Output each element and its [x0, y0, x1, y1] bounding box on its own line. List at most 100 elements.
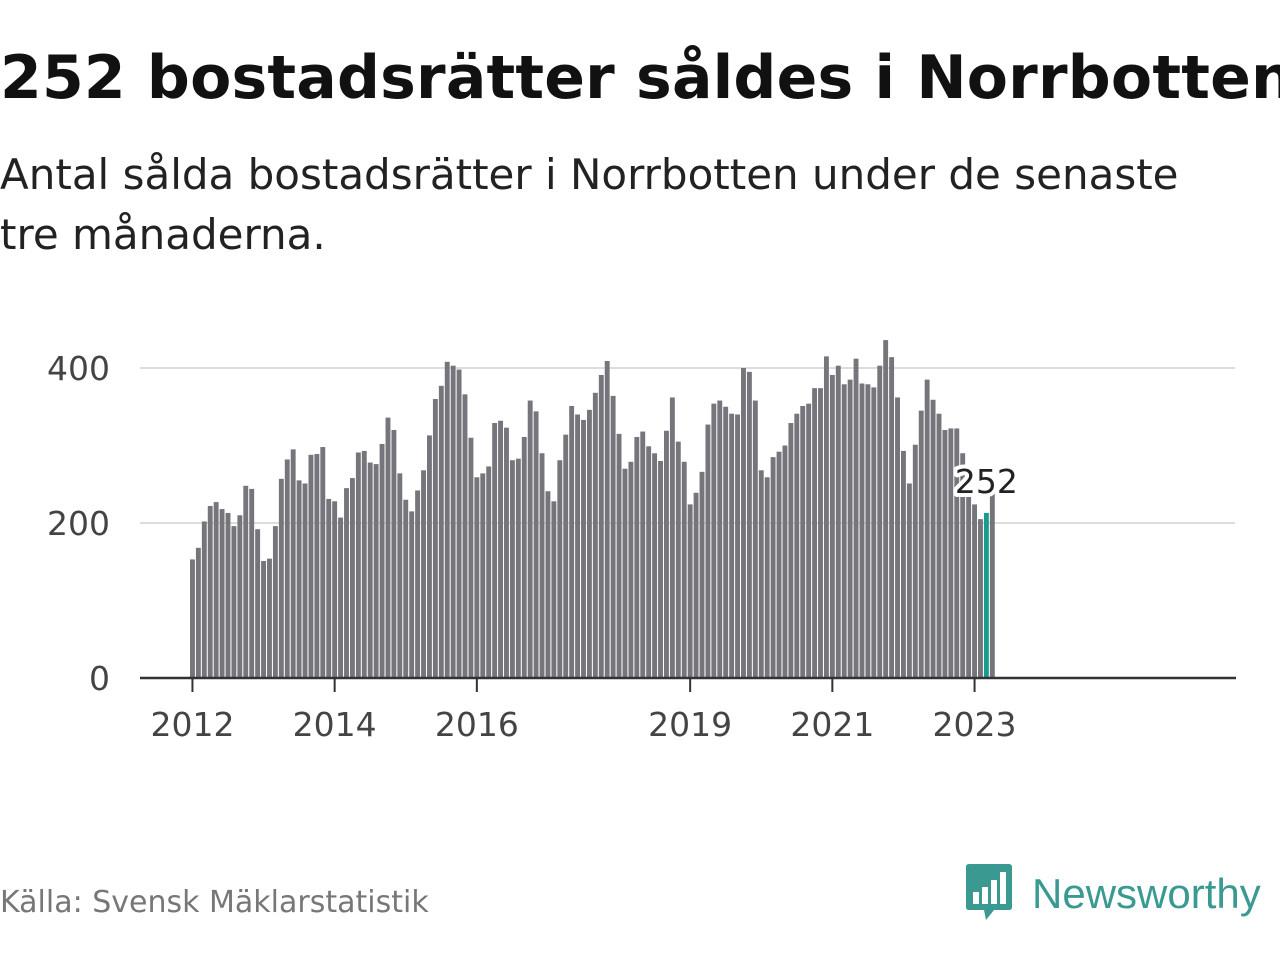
bar: [936, 413, 942, 678]
bar: [800, 405, 806, 678]
bar: [705, 424, 711, 678]
bar: [207, 505, 213, 678]
bar: [391, 430, 397, 678]
bar: [889, 357, 895, 678]
bar-chart: 0 200 400 2012 2014 2016 2019 2021 2023 252: [47, 340, 1236, 744]
bar: [794, 413, 800, 678]
bar: [634, 436, 640, 678]
bar: [954, 428, 960, 678]
bar: [444, 361, 450, 678]
bar: [195, 547, 201, 678]
bar: [675, 441, 681, 678]
bar: [652, 453, 658, 678]
bar: [450, 365, 456, 678]
bar: [545, 491, 551, 678]
bar: [462, 394, 468, 678]
bar: [628, 461, 634, 678]
bar: [901, 450, 906, 678]
bar: [841, 384, 847, 678]
bar: [883, 340, 889, 678]
bar: [788, 423, 794, 678]
bar: [989, 482, 995, 678]
bar: [355, 452, 361, 678]
bar: [456, 369, 462, 678]
annotation-label: 252: [955, 462, 1018, 501]
source-note: Källa: Svensk Mäklarstatistik: [0, 885, 429, 920]
bar: [427, 435, 432, 678]
bar: [906, 483, 912, 678]
bar: [877, 365, 883, 678]
bar: [521, 436, 527, 678]
bar: [823, 356, 829, 678]
bar: [782, 445, 788, 678]
bar: [498, 420, 503, 678]
bar: [551, 501, 557, 678]
bar: [640, 431, 646, 678]
bar: [320, 447, 326, 678]
bar: [190, 559, 195, 678]
bar: [569, 405, 575, 678]
bar: [770, 457, 776, 678]
bar: [604, 361, 610, 678]
bar: [966, 470, 972, 678]
bar: [557, 460, 563, 678]
highlight-bar: [983, 512, 989, 678]
bar: [332, 501, 338, 678]
bar: [492, 423, 498, 678]
bar: [225, 512, 231, 678]
bar: [717, 400, 723, 678]
axes: [140, 676, 1236, 692]
bar: [326, 498, 332, 678]
bar: [853, 358, 859, 678]
bar: [912, 444, 918, 678]
bar: [338, 517, 344, 678]
brand-name: Newsworthy: [1032, 870, 1261, 917]
bar: [835, 365, 841, 678]
x-tick-label: 2012: [150, 705, 234, 744]
bar: [758, 470, 764, 678]
bar: [261, 560, 266, 678]
bar: [504, 427, 509, 678]
bar: [219, 509, 225, 678]
chart-subtitle: Antal sålda bostadsrätter i Norrbotten u…: [0, 150, 1179, 259]
y-tick-label: 200: [47, 504, 110, 543]
bar: [610, 395, 616, 678]
bar: [509, 460, 515, 678]
bar: [527, 400, 533, 678]
bar: [432, 399, 438, 678]
chart-title: 252 bostadsrätter såldes i Norrbotten: [0, 43, 1280, 113]
bar: [942, 430, 948, 678]
bar: [741, 368, 746, 678]
bar: [581, 419, 586, 678]
bar: [895, 397, 900, 678]
labels: 0 200 400 2012 2014 2016 2019 2021 2023 252: [47, 349, 1022, 744]
bar: [575, 414, 581, 678]
bar: [847, 379, 853, 678]
bar: [586, 409, 592, 678]
bar: [616, 433, 622, 678]
bar: [592, 392, 598, 678]
x-tick-label: 2014: [293, 705, 377, 744]
bar: [871, 387, 877, 678]
bar: [752, 400, 758, 678]
bar: [563, 434, 569, 678]
bar: [237, 515, 243, 678]
bar: [930, 399, 936, 678]
x-tick-label: 2023: [933, 705, 1017, 744]
bars: [190, 340, 995, 678]
bar: [658, 461, 663, 678]
bar: [729, 413, 735, 678]
bar: [290, 449, 296, 678]
bar: [213, 502, 219, 678]
bar: [267, 558, 272, 678]
bar: [474, 477, 480, 678]
y-tick-label: 0: [89, 659, 110, 698]
bar: [669, 397, 675, 678]
bar: [284, 459, 290, 678]
brand-logo: Newsworthy: [964, 862, 1261, 926]
bar: [693, 492, 699, 678]
bar: [687, 504, 693, 678]
bar: [243, 485, 249, 678]
bar: [924, 379, 930, 678]
bar: [978, 519, 983, 678]
